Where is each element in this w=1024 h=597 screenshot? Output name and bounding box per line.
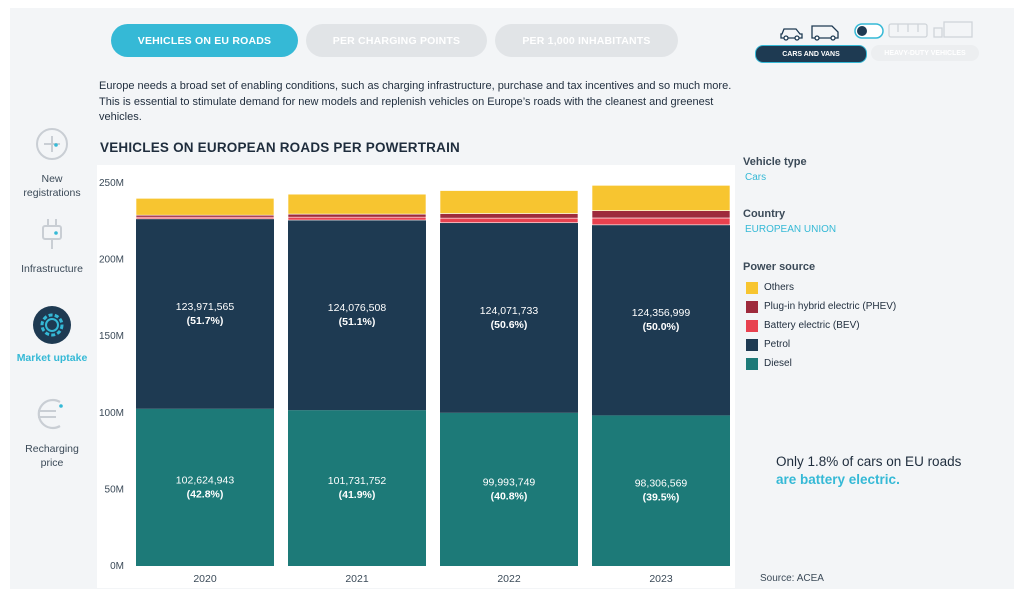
country-heading: Country [743, 208, 786, 220]
data-label-percent: (50.6%) [491, 319, 528, 331]
data-label-percent: (40.8%) [491, 490, 528, 502]
data-label: 123,971,565 [176, 301, 235, 313]
nav-recharging-price[interactable]: Recharging price [10, 394, 94, 470]
bar-segment-diesel-2021 [288, 410, 426, 566]
x-tick-label: 2020 [193, 573, 217, 585]
legend-item-bev[interactable]: Battery electric (BEV) [746, 316, 896, 335]
nav-label: Infrastructure [21, 263, 83, 275]
callout-highlight: are battery electric. [776, 472, 900, 487]
bar-segment-diesel-2023 [592, 415, 730, 566]
legend-label: Diesel [764, 358, 792, 369]
data-label-percent: (51.7%) [187, 315, 224, 327]
plug-icon [42, 219, 62, 249]
tab-per-1000-inhabitants[interactable]: PER 1,000 INHABITANTS [495, 24, 678, 57]
legend-label: Petrol [764, 339, 791, 350]
bar-segment-petrol-2021 [288, 220, 426, 411]
legend-label: Plug-in hybrid electric (PHEV) [764, 301, 897, 312]
legend-item-phev[interactable]: Plug-in hybrid electric (PHEV) [746, 297, 896, 316]
bar-segment-others-2021 [287, 193, 427, 215]
data-label: 124,076,508 [328, 302, 387, 314]
data-label-percent: (39.5%) [643, 492, 680, 504]
power-source-heading: Power source [743, 261, 816, 273]
legend-swatch [746, 338, 758, 351]
nav-label: New registrations [23, 173, 81, 199]
nav-infrastructure[interactable]: Infrastructure [10, 216, 94, 276]
y-tick-label: 150M [99, 331, 124, 342]
bar-segment-petrol-2023 [592, 224, 730, 416]
callout-text: Only 1.8% of cars on EU roads are batter… [776, 453, 1006, 489]
tab-vehicles-on-eu-roads[interactable]: VEHICLES ON EU ROADS [111, 24, 298, 57]
nav-label: Market uptake [16, 352, 88, 364]
bar-segment-others-2022 [439, 190, 579, 214]
bar-segment-others-2023 [591, 185, 731, 211]
bus-icon[interactable] [888, 23, 928, 38]
y-tick-label: 0M [110, 561, 124, 572]
legend-swatch [746, 319, 758, 332]
vehicle-type-heading: Vehicle type [743, 156, 807, 168]
bar-segment-battery-electric-bev--2022 [439, 217, 579, 224]
legend-item-diesel[interactable]: Diesel [746, 354, 896, 373]
y-tick-label: 50M [105, 484, 124, 495]
callout-line-1: Only 1.8% of cars on EU roads [776, 454, 962, 469]
truck-icon[interactable] [933, 21, 973, 38]
legend-swatch [746, 357, 758, 370]
source-note: Source: ACEA [760, 573, 824, 584]
data-label-percent: (42.8%) [187, 488, 224, 500]
nav-market-uptake[interactable]: Market uptake [10, 305, 94, 365]
y-tick-label: 250M [99, 178, 124, 189]
data-label: 99,993,749 [483, 476, 536, 488]
nav-new-registrations[interactable]: New registrations [10, 126, 94, 200]
y-tick-label: 100M [99, 408, 124, 419]
data-label: 102,624,943 [176, 474, 235, 486]
car-icon[interactable] [780, 28, 803, 41]
heavy-duty-vehicles-button[interactable]: HEAVY-DUTY VEHICLES [871, 45, 979, 61]
data-label: 124,071,733 [480, 305, 539, 317]
data-label: 98,306,569 [635, 478, 688, 490]
tab-per-charging-points[interactable]: PER CHARGING POINTS [306, 24, 487, 57]
data-label-percent: (51.1%) [339, 316, 376, 328]
toggle-switch[interactable] [854, 23, 884, 39]
bar-segment-diesel-2022 [440, 412, 578, 566]
vehicle-type-value[interactable]: Cars [745, 172, 767, 183]
euro-icon [37, 398, 63, 430]
bar-segment-plug-in-hybrid-electric-phev--2021 [287, 213, 427, 218]
van-icon[interactable] [811, 25, 839, 41]
bar-segment-plug-in-hybrid-electric-phev--2022 [439, 213, 579, 219]
intro-text: Europe needs a broad set of enabling con… [99, 80, 732, 123]
chart-title: VEHICLES ON EUROPEAN ROADS PER POWERTRAI… [100, 140, 460, 155]
bar-segment-others-2020 [135, 198, 275, 216]
legend-item-petrol[interactable]: Petrol [746, 335, 896, 354]
legend-swatch [746, 281, 758, 294]
legend-label: Battery electric (BEV) [764, 320, 860, 331]
bar-segment-petrol-2020 [136, 218, 274, 409]
data-label-percent: (50.0%) [643, 321, 680, 333]
legend-swatch [746, 300, 758, 313]
data-label: 101,731,752 [328, 475, 387, 487]
bar-segment-plug-in-hybrid-electric-phev--2023 [591, 210, 731, 219]
plus-circle-icon [36, 128, 68, 160]
chart-legend: Others Plug-in hybrid electric (PHEV) Ba… [746, 278, 896, 373]
bar-segment-battery-electric-bev--2023 [591, 217, 731, 226]
data-label: 124,356,999 [632, 307, 691, 319]
legend-item-others[interactable]: Others [746, 278, 896, 297]
x-tick-label: 2021 [345, 573, 369, 585]
cars-and-vans-button[interactable]: CARS AND VANS [755, 45, 867, 63]
legend-label: Others [764, 282, 795, 293]
x-tick-label: 2023 [649, 573, 673, 585]
country-value[interactable]: EUROPEAN UNION [745, 224, 837, 235]
data-label-percent: (41.9%) [339, 489, 376, 501]
bar-segment-diesel-2020 [136, 408, 274, 566]
gear-icon [33, 306, 71, 344]
bar-segment-petrol-2022 [440, 222, 578, 413]
vehicle-type-selector[interactable] [778, 20, 978, 42]
nav-label: Recharging price [25, 443, 79, 469]
x-tick-label: 2022 [497, 573, 521, 585]
bar-segment-battery-electric-bev--2021 [287, 216, 427, 221]
y-tick-label: 200M [99, 255, 124, 266]
